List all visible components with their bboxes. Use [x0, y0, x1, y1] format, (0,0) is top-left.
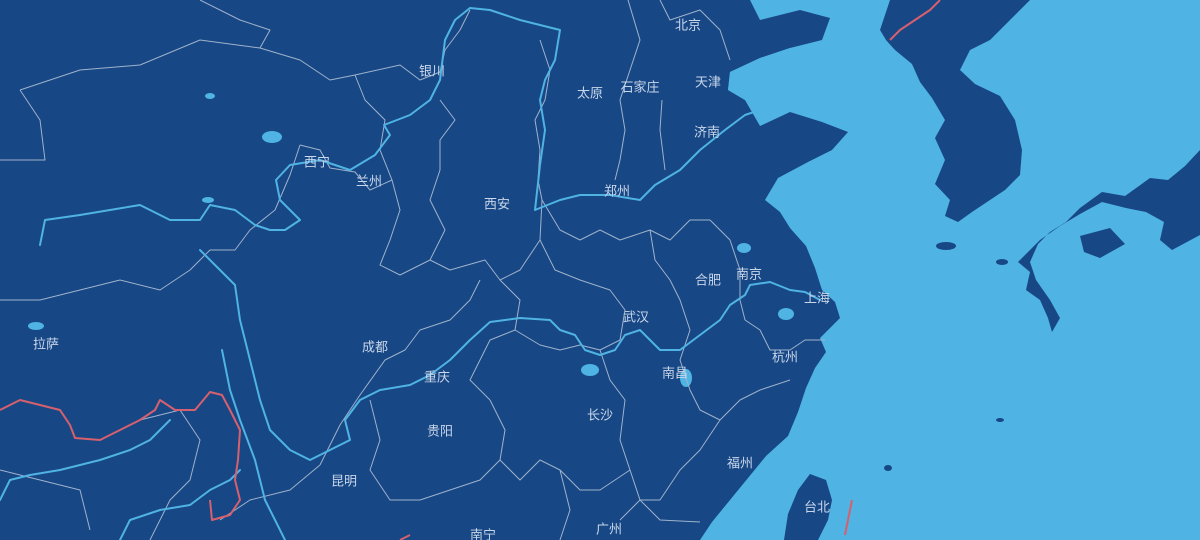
japan-shikoku [1080, 228, 1125, 258]
city-label-fuzhou[interactable]: 福州 [726, 456, 754, 472]
city-label-zhengzhou[interactable]: 郑州 [603, 184, 631, 200]
yellow-river [39, 7, 761, 246]
city-label-hefei[interactable]: 合肥 [694, 273, 722, 289]
city-label-nanning[interactable]: 南宁 [469, 528, 497, 540]
city-label-xining[interactable]: 西宁 [303, 155, 331, 171]
city-label-tianjin[interactable]: 天津 [694, 75, 722, 91]
city-label-lanzhou[interactable]: 兰州 [355, 174, 383, 190]
city-label-lasa[interactable]: 拉萨 [32, 337, 60, 353]
city-label-hangzhou[interactable]: 杭州 [771, 350, 799, 366]
city-label-nanchang[interactable]: 南昌 [661, 366, 689, 382]
chao-lake [737, 243, 751, 253]
tai-lake [778, 308, 794, 320]
city-label-changsha[interactable]: 长沙 [586, 408, 614, 424]
city-label-shijiazhuang[interactable]: 石家庄 [620, 80, 660, 96]
small-island-3 [996, 418, 1004, 422]
jeju-island [936, 242, 956, 250]
lake-2 [205, 93, 215, 99]
city-label-chongqing[interactable]: 重庆 [423, 370, 451, 386]
pearl-river [119, 469, 241, 540]
dongting-lake [581, 364, 599, 376]
city-label-yinchuan[interactable]: 银川 [418, 64, 446, 80]
erhai-lake [202, 197, 214, 203]
yangtze-river [199, 249, 821, 461]
mekong-river [221, 349, 286, 540]
taiwan-landmass [784, 474, 832, 540]
city-label-guangzhou[interactable]: 广州 [595, 522, 623, 538]
city-label-jinan[interactable]: 济南 [693, 125, 721, 141]
national-borders [0, 0, 941, 540]
city-label-chengdu[interactable]: 成都 [361, 340, 389, 356]
qinghai-lake [262, 131, 282, 143]
city-label-nanjing[interactable]: 南京 [735, 267, 763, 283]
city-label-guiyang[interactable]: 贵阳 [426, 424, 454, 440]
namtso-lake [28, 322, 44, 330]
city-label-shanghai[interactable]: 上海 [803, 291, 831, 307]
city-label-taibei[interactable]: 台北 [803, 500, 831, 516]
city-label-beijing[interactable]: 北京 [674, 18, 702, 34]
mainland-landmass [0, 0, 848, 540]
city-label-xian[interactable]: 西安 [483, 197, 511, 213]
small-island-2 [884, 465, 892, 471]
korea-landmass [880, 0, 1030, 222]
city-label-kunming[interactable]: 昆明 [330, 474, 358, 490]
salween-river [0, 419, 171, 501]
bohai-sea [728, 48, 812, 112]
city-label-wuhan[interactable]: 武汉 [622, 310, 650, 326]
japan-landmass [1018, 150, 1200, 332]
city-label-taiyuan[interactable]: 太原 [576, 86, 604, 102]
rivers [0, 7, 821, 540]
small-island-1 [996, 259, 1008, 265]
